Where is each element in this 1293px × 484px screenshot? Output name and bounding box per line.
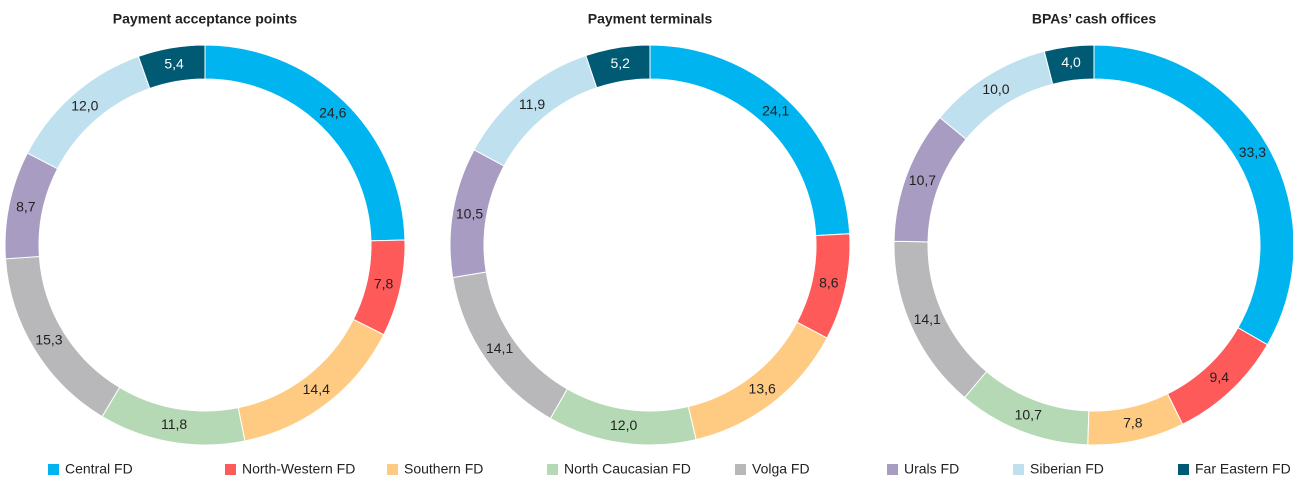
legend-label: Far Eastern FD <box>1195 461 1291 477</box>
legend-label: North Caucasian FD <box>564 461 691 477</box>
donut-segment <box>1093 44 1293 346</box>
data-label: 7,8 <box>1123 415 1143 431</box>
data-label: 7,8 <box>374 276 394 292</box>
data-label: 12,0 <box>71 98 98 114</box>
legend-swatch <box>547 464 558 475</box>
legend-swatch <box>387 464 398 475</box>
data-label: 11,9 <box>519 96 545 112</box>
legend-label: Siberian FD <box>1030 461 1104 477</box>
data-label: 10,7 <box>1015 406 1042 422</box>
legend-swatch <box>735 464 746 475</box>
data-label: 9,4 <box>1210 369 1230 385</box>
donut-segment <box>1043 44 1095 85</box>
chart-title: Payment acceptance points <box>113 11 298 27</box>
legend-swatch <box>225 464 236 475</box>
donut-segment <box>649 44 851 237</box>
data-label: 24,6 <box>319 105 346 121</box>
data-label: 5,2 <box>611 55 631 71</box>
legend-label: Urals FD <box>904 461 959 477</box>
data-label: 14,4 <box>303 381 330 397</box>
data-label: 10,0 <box>982 81 1009 97</box>
data-label: 10,5 <box>456 205 483 221</box>
data-label: 4,0 <box>1061 54 1081 70</box>
legend-swatch <box>1178 464 1189 475</box>
data-label: 14,1 <box>486 340 513 356</box>
data-label: 24,1 <box>762 103 789 119</box>
data-label: 5,4 <box>164 55 184 71</box>
donut-segment <box>137 44 206 90</box>
data-label: 33,3 <box>1239 144 1266 160</box>
data-label: 15,3 <box>35 331 62 347</box>
legend-label: Central FD <box>65 461 133 477</box>
data-label: 12,0 <box>610 417 637 433</box>
data-label: 14,1 <box>914 311 941 327</box>
data-label: 8,7 <box>16 199 36 215</box>
legend-swatch <box>1013 464 1024 475</box>
legend-swatch <box>887 464 898 475</box>
chart-title: Payment terminals <box>588 11 713 27</box>
legend-label: Volga FD <box>752 461 810 477</box>
data-label: 13,6 <box>749 380 776 396</box>
data-label: 10,7 <box>909 172 936 188</box>
data-label: 8,6 <box>819 275 839 291</box>
data-label: 11,8 <box>161 416 187 432</box>
chart-title: BPAs’ cash offices <box>1032 11 1156 27</box>
legend-swatch <box>48 464 59 475</box>
legend-label: North-Western FD <box>242 461 355 477</box>
donut-segment <box>585 44 651 89</box>
legend-label: Southern FD <box>404 461 483 477</box>
donut-segment <box>204 44 406 242</box>
